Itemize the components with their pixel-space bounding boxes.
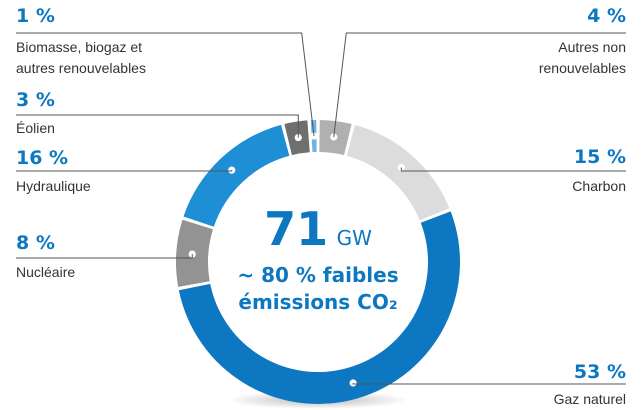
- category-label-hydraulique: Hydraulique: [16, 178, 91, 194]
- category-label-biomasse: Biomasse, biogaz et: [16, 39, 142, 55]
- value-label-autres: 4 %: [587, 5, 626, 27]
- connector-hydraulique: [16, 170, 233, 172]
- category-label-charbon: Charbon: [572, 178, 626, 194]
- category-label-biomasse: autres renouvelables: [16, 60, 146, 76]
- center-summary: 71 GW ~ 80 % faibles émissions CO₂: [237, 202, 398, 314]
- connectors: [16, 32, 626, 385]
- category-label-eolien: Éolien: [16, 120, 55, 136]
- value-label-eolien: 3 %: [16, 89, 55, 111]
- category-label-nucleaire: Nucléaire: [16, 264, 75, 280]
- connector-gaz: [352, 383, 626, 385]
- connector-nucleaire: [16, 254, 193, 259]
- slice-gaz: [178, 211, 460, 404]
- slice-labels: 4 % Autres non renouvelables 15 % Charbon 53 …: [16, 5, 626, 407]
- center-line2: émissions CO₂: [238, 290, 397, 314]
- value-label-biomasse: 1 %: [16, 5, 55, 27]
- center-unit: GW: [337, 226, 372, 250]
- category-label-autres: renouvelables: [539, 60, 626, 76]
- center-value: 71: [264, 202, 328, 256]
- value-label-nucleaire: 8 %: [16, 232, 55, 254]
- slice-charbon: [346, 124, 450, 221]
- category-label-gaz: Gaz naturel: [554, 391, 626, 407]
- value-label-hydraulique: 16 %: [16, 147, 68, 169]
- category-label-autres: Autres non: [558, 39, 626, 55]
- slice-hydraulique: [183, 124, 290, 227]
- donut-ring: [175, 120, 460, 404]
- value-label-gaz: 53 %: [574, 361, 626, 383]
- slice-marker-charbon: [397, 163, 405, 172]
- value-label-charbon: 15 %: [574, 146, 626, 168]
- connector-biomasse: [16, 32, 315, 137]
- center-total: 71 GW: [264, 202, 372, 256]
- connector-charbon: [400, 167, 626, 172]
- connector-autres: [333, 32, 626, 138]
- center-line1: ~ 80 % faibles: [237, 263, 398, 287]
- connector-eolien: [16, 114, 299, 138]
